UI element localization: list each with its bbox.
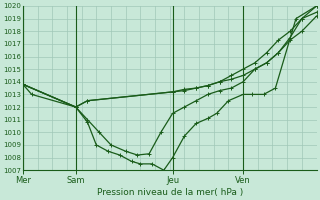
X-axis label: Pression niveau de la mer( hPa ): Pression niveau de la mer( hPa ) xyxy=(97,188,243,197)
